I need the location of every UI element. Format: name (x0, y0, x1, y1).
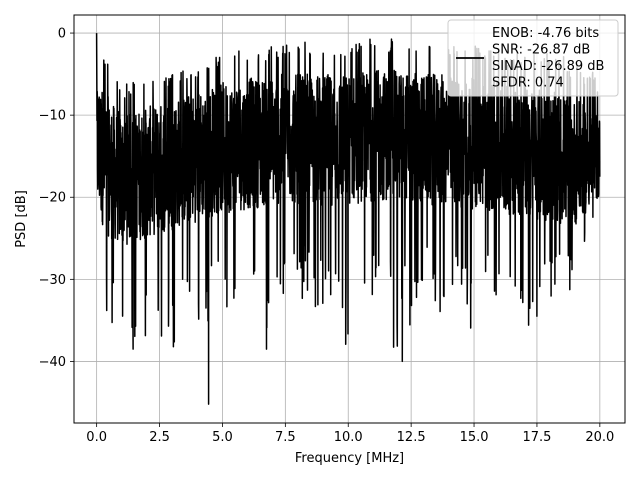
y-tick-label: −40 (39, 355, 66, 370)
x-tick-label: 7.5 (275, 430, 296, 445)
x-tick-label: 5.0 (212, 430, 233, 445)
legend-entry-line: ENOB: -4.76 bits (492, 26, 599, 41)
legend-entry-line: SNR: -26.87 dB (492, 43, 590, 58)
x-tick-label: 20.0 (585, 430, 614, 445)
y-tick-label: −20 (39, 191, 66, 206)
series-area (95, 33, 601, 405)
legend-box (447, 19, 619, 97)
y-tick-label: 0 (58, 27, 66, 42)
x-tick-label: 12.5 (397, 430, 426, 445)
x-tick-label: 15.0 (460, 430, 489, 445)
y-tick-label: −30 (39, 273, 66, 288)
x-tick-label: 10.0 (334, 430, 363, 445)
y-tick-label: −10 (39, 109, 66, 124)
x-axis-label: Frequency [MHz] (295, 451, 404, 466)
psd-series-line (95, 33, 601, 405)
x-tick-label: 17.5 (522, 430, 551, 445)
x-axis: 0.0 2.5 5.0 7.5 10.0 12.5 15.0 17.5 20.0 (86, 423, 614, 445)
plot-frame (73, 14, 626, 424)
x-tick-label: 2.5 (149, 430, 170, 445)
legend-entry-line: SFDR: 0.74 (492, 76, 564, 91)
legend-entry-line: SINAD: -26.89 dB (492, 59, 604, 74)
y-axis-label: PSD [dB] (14, 190, 29, 248)
x-tick-label: 0.0 (86, 430, 107, 445)
y-axis: 0 −10 −20 −30 −40 (39, 27, 74, 370)
